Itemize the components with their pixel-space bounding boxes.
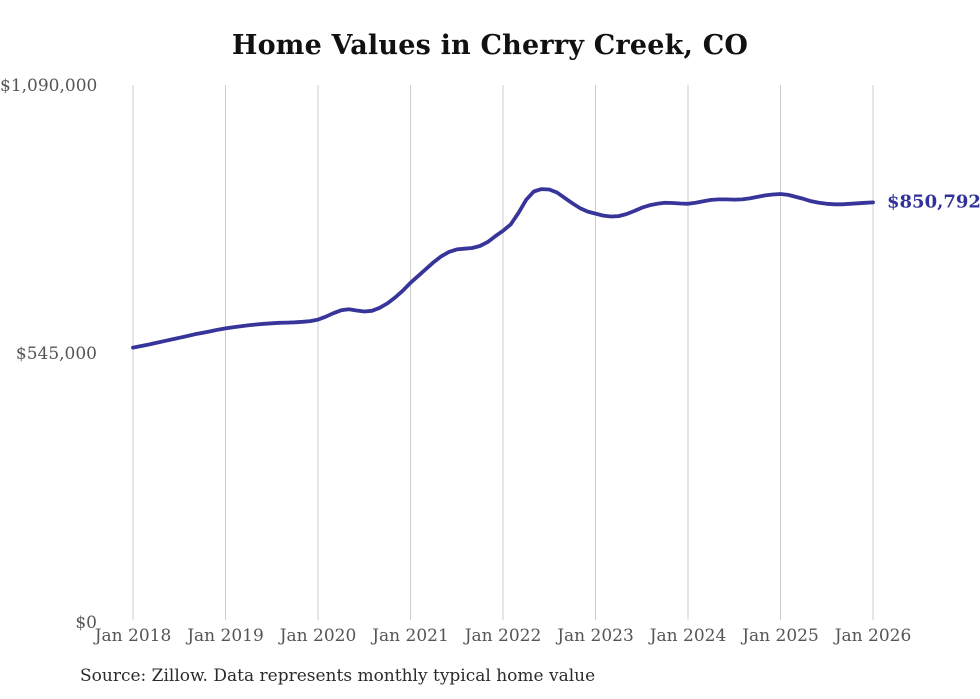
chart-title: Home Values in Cherry Creek, CO (231, 30, 749, 61)
current-value-label: $850,792 (887, 191, 980, 213)
y-axis-tick-label: $1,090,000 (0, 76, 98, 96)
x-axis-tick-label: Jan 2024 (649, 626, 727, 646)
x-axis-tick-label: Jan 2026 (834, 626, 912, 646)
x-axis-tick-label: Jan 2023 (557, 626, 634, 646)
y-axis-tick-label: $545,000 (15, 343, 97, 364)
x-axis-tick-label: Jan 2021 (372, 626, 449, 646)
home-value-line (131, 187, 875, 350)
x-axis-tick-label: Jan 2020 (279, 626, 357, 646)
y-axis-tick-label: $0 (75, 613, 97, 633)
x-axis-tick-label: Jan 2019 (187, 626, 264, 646)
x-axis-tick-label: Jan 2018 (94, 626, 172, 646)
x-axis-tick-label: Jan 2022 (464, 626, 542, 646)
x-axis-tick-label: Jan 2025 (742, 626, 819, 646)
source-note: Source: Zillow. Data represents monthly … (80, 666, 596, 686)
